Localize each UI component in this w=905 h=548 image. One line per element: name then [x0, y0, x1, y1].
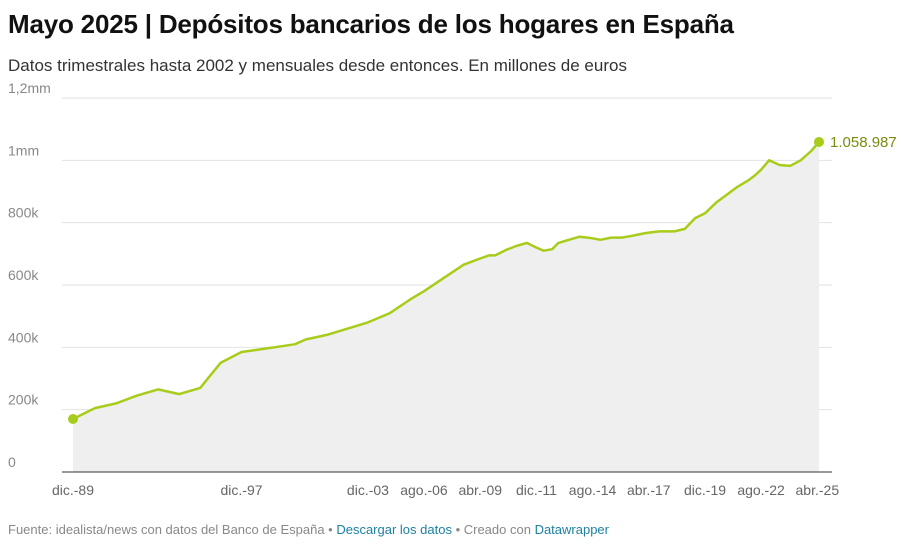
x-tick-label: ago.-22	[737, 482, 785, 498]
x-tick-label: dic.-03	[347, 482, 389, 498]
footer: Fuente: idealista/news con datos del Ban…	[8, 522, 609, 537]
y-tick-label: 400k	[8, 329, 39, 345]
end-value-label: 1.058.987	[830, 134, 897, 151]
chart-title: Mayo 2025 | Depósitos bancarios de los h…	[8, 9, 734, 39]
y-tick-label: 800k	[8, 205, 39, 221]
series-area	[73, 141, 819, 472]
end-point	[814, 136, 824, 147]
x-tick-label: abr.-25	[796, 482, 840, 498]
x-tick-label: ago.-14	[569, 482, 617, 498]
footer-separator: •	[324, 522, 337, 537]
x-tick-label: abr.-17	[627, 482, 671, 498]
y-tick-label: 600k	[8, 267, 39, 283]
x-tick-label: dic.-11	[516, 482, 557, 498]
start-point	[68, 414, 78, 425]
y-tick-label: 200k	[8, 392, 39, 408]
y-tick-label: 0	[8, 454, 16, 470]
footer-created-with: • Creado con	[451, 522, 535, 537]
download-data-link[interactable]: Descargar los datos	[336, 522, 452, 537]
x-tick-label: dic.-89	[52, 482, 94, 498]
x-axis-ticks: dic.-89 dic.-97 dic.-03 ago.-06 abr.-09 dic.-…	[52, 482, 839, 498]
chart-subtitle: Datos trimestrales hasta 2002 y mensuale…	[8, 56, 627, 75]
x-tick-label: dic.-97	[221, 482, 263, 498]
x-tick-label: dic.-19	[684, 482, 726, 498]
y-axis-ticks: 0 200k 400k 600k 800k 1mm 1,2mm	[8, 80, 51, 470]
series-line	[72, 141, 820, 421]
footer-source: Fuente: idealista/news con datos del Ban…	[8, 522, 325, 537]
x-tick-label: ago.-06	[400, 482, 448, 498]
x-tick-label: abr.-09	[458, 482, 502, 498]
y-tick-label: 1mm	[8, 142, 39, 158]
y-tick-label: 1,2mm	[8, 80, 51, 96]
datawrapper-link[interactable]: Datawrapper	[534, 522, 609, 537]
